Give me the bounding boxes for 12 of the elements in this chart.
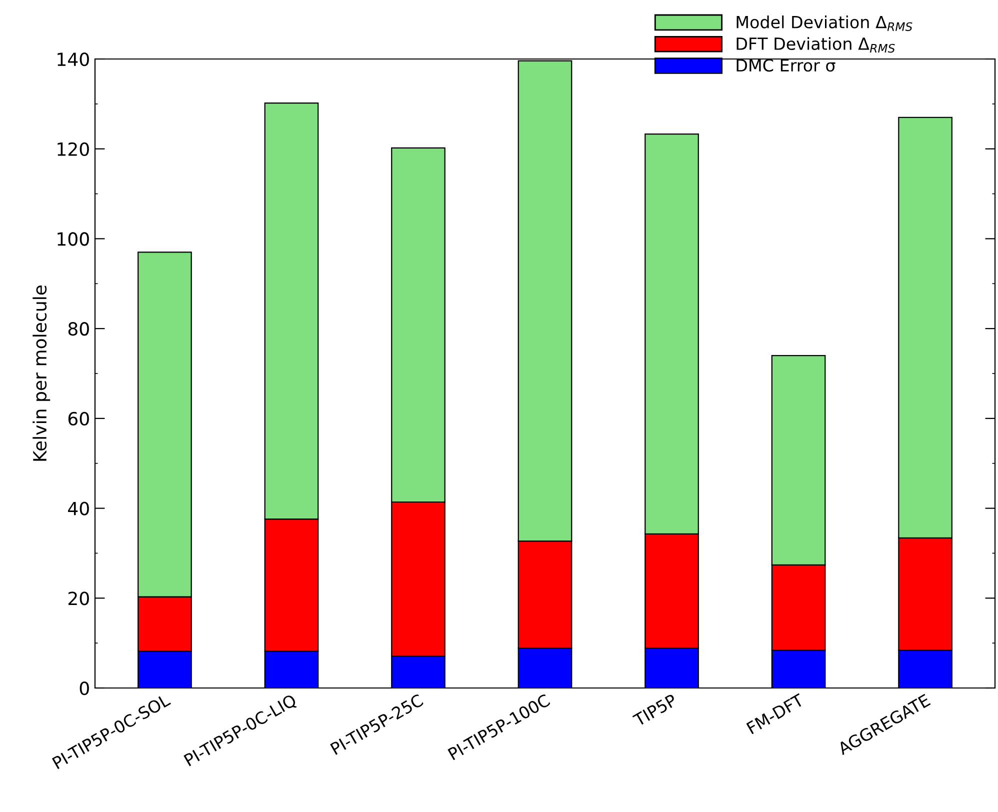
legend-label: Model Deviation Δ$_{RMS}$: [736, 16, 912, 32]
y-tick-label: 40: [68, 502, 89, 516]
y-tick-label: 140: [58, 52, 89, 66]
y-axis-title: Kelvin per molecule: [32, 285, 50, 461]
legend-label: DMC Error σ: [736, 59, 836, 72]
y-tick-label: 80: [68, 322, 89, 336]
y-tick-label: 120: [58, 142, 89, 156]
y-tick-label: 100: [58, 232, 89, 246]
y-tick-label: 20: [68, 592, 89, 606]
y-tick-label: 60: [68, 412, 89, 426]
y-tick-label: 0: [80, 681, 89, 696]
legend-label: DFT Deviation Δ$_{RMS}$: [736, 37, 895, 53]
